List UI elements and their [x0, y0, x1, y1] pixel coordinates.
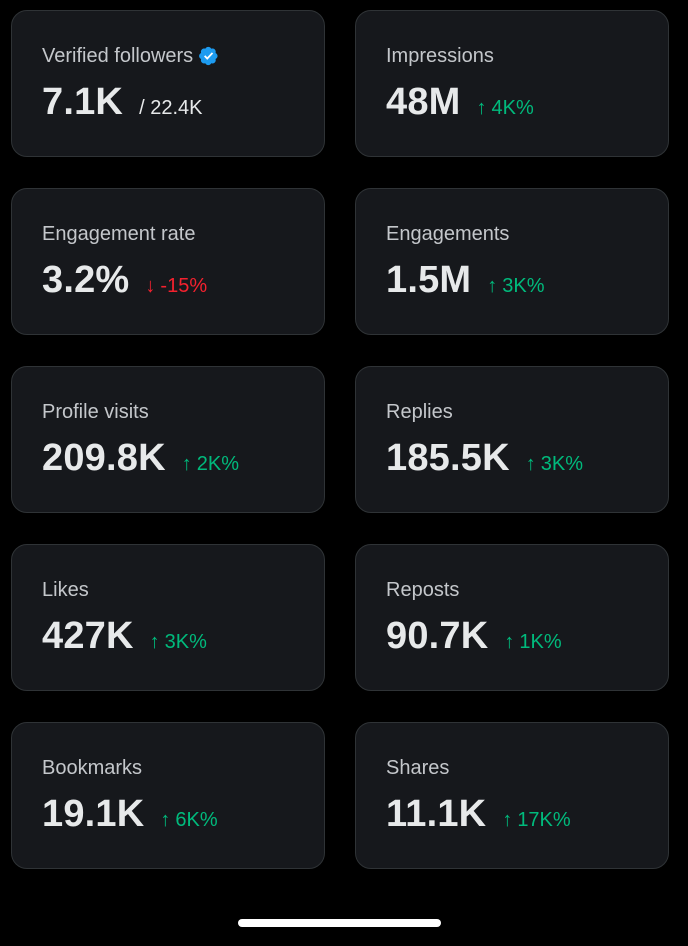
change-value: 4K% [491, 97, 534, 119]
card-change: ↑ 1K% [504, 631, 561, 654]
change-value: 3K% [164, 631, 207, 653]
card-value-row: 1.5M ↑ 3K% [386, 257, 668, 303]
card-value-row: 19.1K ↑ 6K% [42, 791, 324, 837]
card-label-row: Verified followers [42, 44, 324, 68]
change-value: 1K% [519, 631, 562, 653]
card-label: Shares [386, 757, 450, 779]
card-label-row: Replies [386, 400, 668, 424]
home-indicator[interactable] [238, 919, 441, 927]
card-engagement-rate[interactable]: Engagement rate 3.2% ↓ -15% [11, 188, 325, 335]
card-label: Impressions [386, 45, 494, 67]
card-value-row: 427K ↑ 3K% [42, 613, 324, 659]
card-label: Engagement rate [42, 223, 196, 245]
card-label: Engagements [386, 223, 510, 245]
card-change: ↑ 17K% [502, 809, 570, 832]
change-value: 3K% [540, 453, 583, 475]
card-value: 209.8K [42, 437, 166, 479]
arrow-up-icon: ↑ [487, 275, 498, 297]
card-impressions[interactable]: Impressions 48M ↑ 4K% [355, 10, 669, 157]
card-verified-followers[interactable]: Verified followers 7.1K / 22.4K [11, 10, 325, 157]
card-value: 427K [42, 615, 134, 657]
arrow-up-icon: ↑ [149, 631, 160, 653]
card-value-row: 185.5K ↑ 3K% [386, 435, 668, 481]
card-label-row: Shares [386, 756, 668, 780]
card-change: ↓ -15% [145, 275, 207, 298]
metrics-grid: Verified followers 7.1K / 22.4K Impressi… [11, 10, 669, 869]
card-engagements[interactable]: Engagements 1.5M ↑ 3K% [355, 188, 669, 335]
arrow-up-icon: ↑ [476, 97, 487, 119]
card-label-row: Engagement rate [42, 222, 324, 246]
card-value-row: 209.8K ↑ 2K% [42, 435, 324, 481]
card-label-row: Reposts [386, 578, 668, 602]
card-value-row: 90.7K ↑ 1K% [386, 613, 668, 659]
card-change: ↑ 2K% [182, 453, 239, 476]
change-value: 6K% [175, 809, 218, 831]
arrow-down-icon: ↓ [145, 275, 156, 297]
card-value-row: 3.2% ↓ -15% [42, 257, 324, 303]
verified-badge-icon [199, 46, 219, 66]
card-value: 19.1K [42, 793, 145, 835]
card-value: 11.1K [386, 793, 487, 835]
arrow-up-icon: ↑ [502, 809, 513, 831]
card-label: Verified followers [42, 45, 194, 67]
card-value: 90.7K [386, 615, 489, 657]
card-label: Likes [42, 579, 89, 601]
card-reposts[interactable]: Reposts 90.7K ↑ 1K% [355, 544, 669, 691]
card-value: 1.5M [386, 259, 472, 301]
card-label-row: Bookmarks [42, 756, 324, 780]
card-value: 48M [386, 81, 461, 123]
arrow-up-icon: ↑ [525, 453, 536, 475]
card-label: Bookmarks [42, 757, 143, 779]
change-value: 3K% [502, 275, 545, 297]
card-bookmarks[interactable]: Bookmarks 19.1K ↑ 6K% [11, 722, 325, 869]
card-change: ↑ 3K% [487, 275, 544, 298]
card-label: Replies [386, 401, 453, 423]
card-change: ↑ 6K% [160, 809, 217, 832]
card-value-row: 7.1K / 22.4K [42, 79, 324, 125]
card-change: ↑ 4K% [477, 97, 534, 120]
card-profile-visits[interactable]: Profile visits 209.8K ↑ 2K% [11, 366, 325, 513]
card-total: / 22.4K [139, 97, 203, 119]
change-value: 2K% [196, 453, 239, 475]
arrow-up-icon: ↑ [181, 453, 192, 475]
card-value: 7.1K [42, 81, 124, 123]
card-likes[interactable]: Likes 427K ↑ 3K% [11, 544, 325, 691]
card-label-row: Likes [42, 578, 324, 602]
card-label-row: Impressions [386, 44, 668, 68]
card-label-row: Engagements [386, 222, 668, 246]
card-change: ↑ 3K% [150, 631, 207, 654]
change-value: 17K% [517, 809, 571, 831]
card-label: Reposts [386, 579, 460, 601]
change-value: -15% [160, 275, 208, 297]
card-value: 3.2% [42, 259, 130, 301]
card-change: ↑ 3K% [526, 453, 583, 476]
card-shares[interactable]: Shares 11.1K ↑ 17K% [355, 722, 669, 869]
card-label: Profile visits [42, 401, 149, 423]
card-label-row: Profile visits [42, 400, 324, 424]
card-value-row: 11.1K ↑ 17K% [386, 791, 668, 837]
card-replies[interactable]: Replies 185.5K ↑ 3K% [355, 366, 669, 513]
card-value: 185.5K [386, 437, 510, 479]
arrow-up-icon: ↑ [504, 631, 515, 653]
arrow-up-icon: ↑ [160, 809, 171, 831]
card-value-row: 48M ↑ 4K% [386, 79, 668, 125]
